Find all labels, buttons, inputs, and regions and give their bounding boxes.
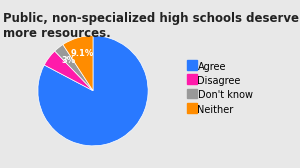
Legend: Agree, Disagree, Don't know, Neither: Agree, Disagree, Don't know, Neither: [185, 60, 254, 117]
Wedge shape: [44, 51, 93, 91]
Wedge shape: [55, 45, 93, 91]
Wedge shape: [38, 36, 148, 146]
Text: Public, non-specialized high schools deserve more resources.: Public, non-specialized high schools des…: [3, 12, 299, 40]
Text: 3%: 3%: [62, 56, 76, 65]
Text: 9.1%: 9.1%: [70, 49, 94, 58]
Wedge shape: [63, 36, 93, 91]
